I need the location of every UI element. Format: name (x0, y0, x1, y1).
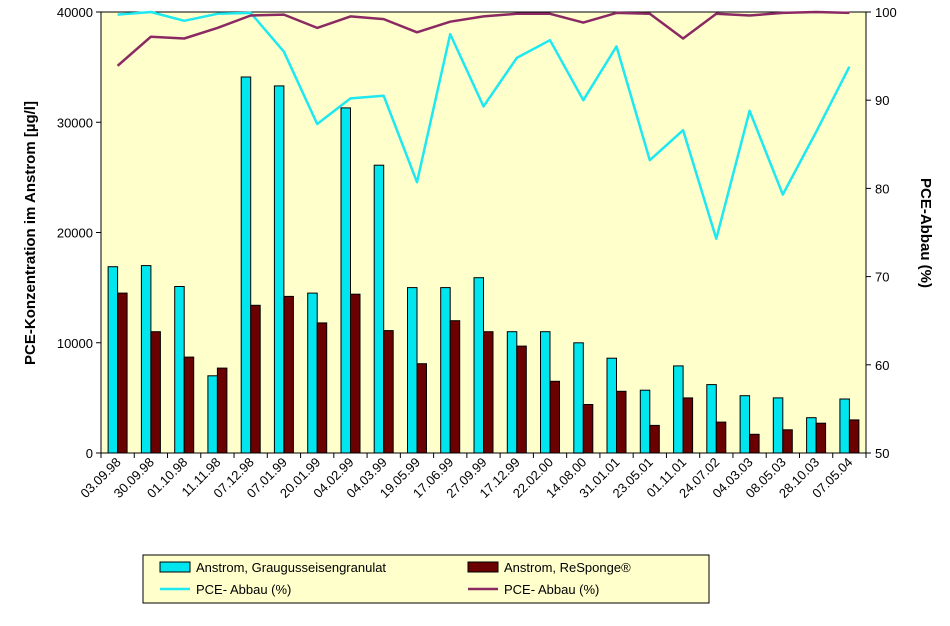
y2-tick-label: 80 (875, 181, 889, 196)
bar-responge-3 (216, 367, 228, 454)
bar-responge-0 (117, 292, 128, 454)
legend: Anstrom, Graugusseisengranulat Anstrom, R… (142, 554, 710, 604)
bar-graugusseisengranulat-2 (174, 286, 185, 454)
bar-responge-13 (549, 380, 560, 454)
bar-responge-14 (582, 404, 594, 454)
bar-graugusseisengranulat-3 (207, 375, 218, 454)
bar-graugusseisengranulat-4 (240, 76, 252, 454)
bar-responge-22 (848, 419, 860, 454)
bar-graugusseisengranulat-18 (706, 384, 717, 454)
bar-graugusseisengranulat-17 (673, 365, 684, 454)
y2-axis-title: PCE-Abbau (%) (917, 178, 934, 288)
x-axis: 03.09.9830.09.9801.10.9811.11.9807.12.98… (77, 452, 867, 501)
bar-graugusseisengranulat-15 (606, 357, 617, 454)
bar-responge-5 (283, 295, 294, 454)
legend-box (142, 554, 710, 604)
bar-responge-18 (715, 421, 727, 454)
y-tick-label: 40000 (57, 5, 93, 20)
legend-swatch (467, 561, 499, 573)
bar-responge-9 (416, 363, 427, 454)
line-pce-abbau-graugusseisengranulat (117, 10, 851, 240)
bar-responge-10 (449, 320, 461, 454)
bar-graugusseisengranulat-16 (639, 389, 651, 454)
bar-graugusseisengranulat-9 (407, 287, 418, 454)
bar-graugusseisengranulat-22 (839, 398, 850, 454)
bar-graugusseisengranulat-21 (806, 417, 817, 454)
legend-label: PCE- Abbau (%) (504, 582, 599, 597)
bar-responge-6 (316, 322, 328, 454)
bar-graugusseisengranulat-5 (273, 85, 285, 454)
right-axis: 50 60 70 80 90 100 (865, 5, 897, 461)
bar-responge-12 (516, 345, 527, 454)
left-axis: 0 10000 20000 30000 40000 (57, 5, 102, 461)
y-tick-label: 0 (86, 446, 93, 461)
y-tick-label: 10000 (57, 336, 93, 351)
line-pce-abbau-responge (116, 10, 850, 67)
y-tick-label: 30000 (57, 115, 93, 130)
y2-tick-label: 50 (875, 446, 889, 461)
bar-graugusseisengranulat-19 (739, 395, 751, 454)
bar-responge-2 (183, 356, 195, 454)
bar-responge-4 (250, 304, 261, 454)
bar-graugusseisengranulat-13 (540, 331, 551, 454)
legend-label: Anstrom, ReSponge® (504, 560, 631, 575)
bar-responge-19 (749, 433, 760, 454)
y2-tick-label: 100 (875, 5, 897, 20)
bar-responge-8 (383, 330, 394, 454)
bar-graugusseisengranulat-8 (373, 164, 385, 454)
bar-responge-7 (350, 293, 361, 454)
y-axis-title: PCE-Konzentration im Anstrom [µg/l] (22, 101, 39, 365)
bar-graugusseisengranulat-7 (340, 107, 351, 454)
y2-tick-label: 60 (875, 358, 889, 373)
y2-tick-label: 90 (875, 93, 889, 108)
bar-graugusseisengranulat-12 (506, 331, 518, 454)
bar-graugusseisengranulat-20 (772, 397, 784, 454)
legend-swatch (159, 561, 191, 573)
y2-tick-label: 70 (875, 270, 889, 285)
bar-responge-1 (150, 331, 161, 454)
bar-graugusseisengranulat-0 (107, 266, 119, 454)
bar-graugusseisengranulat-1 (140, 265, 152, 454)
bar-graugusseisengranulat-11 (473, 277, 484, 454)
bar-responge-20 (782, 429, 793, 454)
bar-responge-17 (682, 397, 694, 454)
legend-label: Anstrom, Graugusseisengranulat (196, 560, 386, 575)
legend-label: PCE- Abbau (%) (196, 582, 291, 597)
bar-graugusseisengranulat-10 (440, 287, 451, 454)
bar-responge-15 (616, 390, 627, 454)
bar-responge-11 (483, 331, 494, 454)
bar-graugusseisengranulat-14 (573, 342, 584, 454)
bar-graugusseisengranulat-6 (307, 292, 318, 454)
bar-responge-21 (815, 422, 827, 454)
bar-responge-16 (649, 424, 660, 454)
y-tick-label: 20000 (57, 226, 93, 241)
